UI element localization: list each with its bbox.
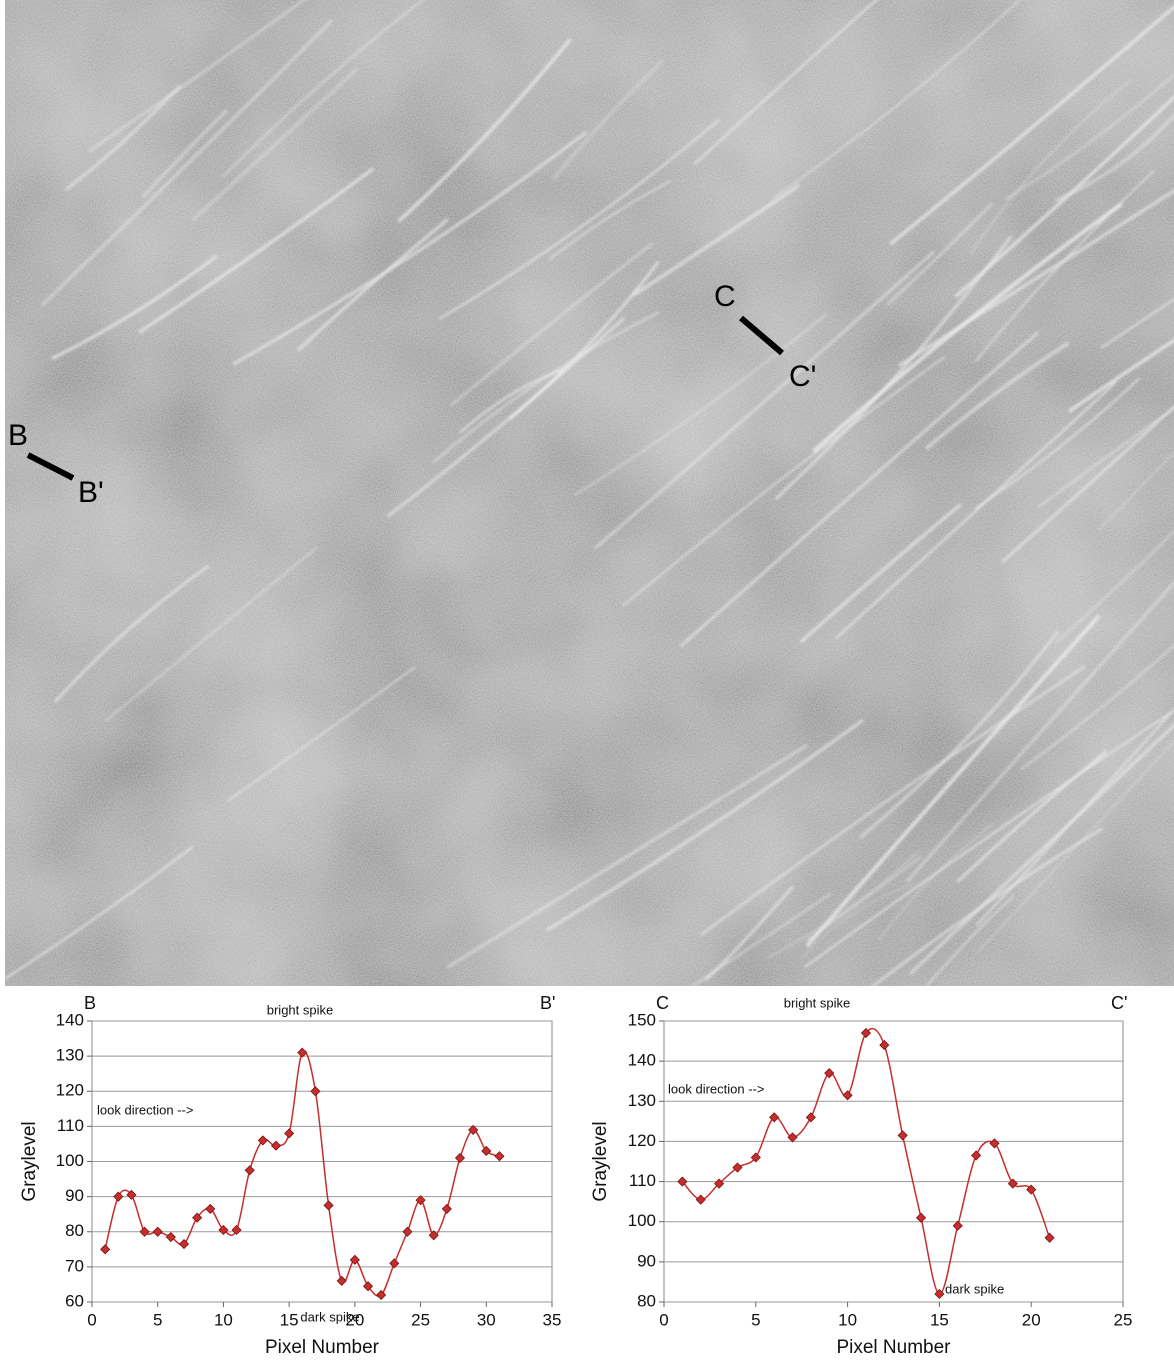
y-tick-label: 130 bbox=[56, 1046, 84, 1065]
annotation: bright spike bbox=[267, 1002, 333, 1017]
y-tick-label: 80 bbox=[65, 1221, 84, 1240]
end-label: C' bbox=[1111, 993, 1127, 1013]
y-tick-label: 60 bbox=[65, 1291, 84, 1310]
y-tick-label: 150 bbox=[628, 1010, 656, 1029]
x-tick-label: 25 bbox=[411, 1310, 430, 1329]
image-label: B' bbox=[78, 476, 104, 509]
start-label: B bbox=[84, 993, 96, 1013]
y-tick-label: 100 bbox=[628, 1211, 656, 1230]
x-tick-label: 15 bbox=[280, 1310, 299, 1329]
annotation: look direction --> bbox=[668, 1081, 764, 1096]
x-tick-label: 10 bbox=[838, 1310, 857, 1329]
radar-image bbox=[5, 0, 1174, 1027]
y-tick-label: 130 bbox=[628, 1091, 656, 1110]
annotation: look direction --> bbox=[97, 1102, 193, 1117]
x-tick-label: 30 bbox=[477, 1310, 496, 1329]
y-tick-label: 110 bbox=[57, 1116, 84, 1135]
page: {"image": {"labels": ["B", "B'", "C", "C… bbox=[0, 0, 1174, 1366]
figure: B B' C C' 607080901001101201301400510152… bbox=[0, 0, 1174, 1361]
plot-area bbox=[664, 1021, 1123, 1302]
start-label: C bbox=[656, 993, 669, 1013]
y-tick-label: 90 bbox=[637, 1251, 656, 1270]
y-axis-title: Graylevel bbox=[19, 1121, 40, 1201]
image-label: C bbox=[714, 280, 736, 313]
annotation: dark spike bbox=[945, 1281, 1004, 1296]
x-tick-label: 20 bbox=[1022, 1310, 1041, 1329]
y-tick-label: 90 bbox=[65, 1186, 84, 1205]
x-tick-label: 15 bbox=[930, 1310, 949, 1329]
image-label: B bbox=[8, 419, 28, 452]
x-tick-label: 35 bbox=[543, 1310, 562, 1329]
image-label: C' bbox=[789, 360, 816, 393]
y-tick-label: 100 bbox=[56, 1151, 84, 1170]
y-tick-label: 140 bbox=[56, 1010, 84, 1029]
y-axis-title: Graylevel bbox=[590, 1121, 611, 1201]
y-tick-label: 140 bbox=[628, 1051, 656, 1070]
y-tick-label: 120 bbox=[628, 1131, 656, 1150]
y-tick-label: 120 bbox=[56, 1081, 84, 1100]
y-tick-label: 110 bbox=[629, 1171, 656, 1190]
x-tick-label: 0 bbox=[87, 1310, 96, 1329]
annotation: dark spike bbox=[300, 1309, 359, 1324]
x-tick-label: 5 bbox=[751, 1310, 760, 1329]
y-tick-label: 80 bbox=[637, 1291, 656, 1310]
y-tick-label: 70 bbox=[65, 1256, 84, 1275]
x-tick-label: 25 bbox=[1114, 1310, 1133, 1329]
x-tick-label: 0 bbox=[659, 1310, 668, 1329]
x-tick-label: 5 bbox=[153, 1310, 162, 1329]
x-axis-title: Pixel Number bbox=[265, 1337, 380, 1358]
annotation: bright spike bbox=[784, 995, 850, 1010]
end-label: B' bbox=[540, 993, 555, 1013]
x-tick-label: 10 bbox=[214, 1310, 233, 1329]
x-axis-title: Pixel Number bbox=[836, 1337, 951, 1358]
